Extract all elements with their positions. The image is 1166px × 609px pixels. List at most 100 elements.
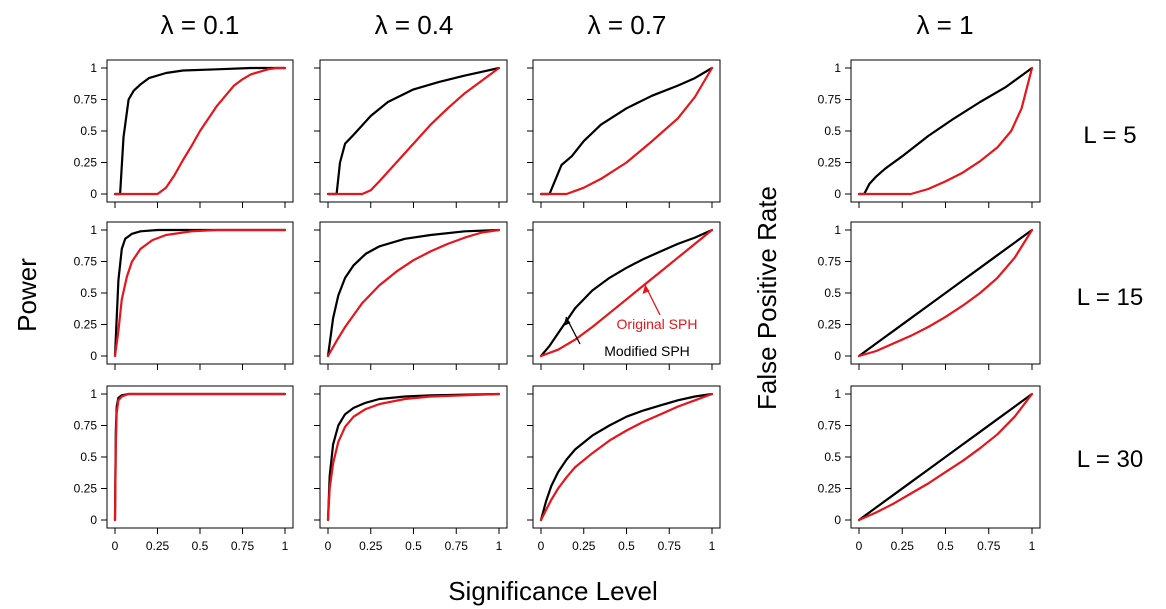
panel-frame <box>106 221 294 365</box>
y-tick-label: 0.5 <box>80 450 97 464</box>
arrowhead-original-sph <box>642 285 650 294</box>
series-line-modified-sph <box>539 66 714 196</box>
y-tick-label: 0 <box>834 349 841 363</box>
column-title-lambda-0.1: λ = 0.1 <box>161 10 240 40</box>
y-tick-label: 1 <box>90 387 97 401</box>
x-tick-label: 0 <box>856 539 863 553</box>
series-line-modified-sph <box>113 66 287 196</box>
column-title-lambda-0.7: λ = 0.7 <box>588 10 667 40</box>
series-line-modified-sph <box>539 392 714 522</box>
y-tick-label: 0.5 <box>80 124 97 138</box>
ylabel-false-positive-rate: False Positive Rate <box>752 186 782 410</box>
y-tick-label: 1 <box>90 223 97 237</box>
y-tick-label: 0.25 <box>74 156 98 170</box>
series-line-original-sph <box>326 66 501 196</box>
series-line-original-sph <box>113 66 287 196</box>
y-tick-label: 0.25 <box>74 318 98 332</box>
x-tick-label: 0.25 <box>891 539 915 553</box>
x-tick-label: 0.75 <box>977 539 1001 553</box>
y-tick-label: 0.75 <box>818 93 842 107</box>
panel-r3-c1: 0 0.25 0.5 0.75 1 0 0.25 0.5 0.75 1 <box>74 385 294 553</box>
row-label-L-15: L = 15 <box>1077 284 1144 311</box>
x-tick-label: 0 <box>325 539 332 553</box>
panel-r1-c2 <box>314 59 508 208</box>
row-label-L-5: L = 5 <box>1083 122 1136 149</box>
column-title-lambda-0.4: λ = 0.4 <box>375 10 454 40</box>
x-tick-label: 0.5 <box>405 539 422 553</box>
y-tick-label: 0 <box>834 513 841 527</box>
y-tick-label: 0.75 <box>74 93 98 107</box>
y-tick-label: 0.75 <box>818 255 842 269</box>
x-tick-label: 0.5 <box>192 539 209 553</box>
series-line-modified-sph <box>326 228 501 358</box>
series-line-modified-sph <box>326 66 501 196</box>
x-tick-label: 0.75 <box>231 539 255 553</box>
y-tick-label: 1 <box>90 61 97 75</box>
ylabel-power: Power <box>12 258 42 332</box>
panel-r3-c3: 0 0.25 0.5 0.75 1 <box>527 385 721 553</box>
series-line-modified-sph <box>326 392 501 522</box>
y-tick-label: 0.75 <box>74 255 98 269</box>
panel-r1-c3 <box>527 59 721 208</box>
y-tick-label: 0 <box>90 513 97 527</box>
series-line-original-sph <box>113 392 287 522</box>
x-tick-label: 0.5 <box>618 539 635 553</box>
series-line-original-sph <box>326 228 501 358</box>
xlabel-significance-level: Significance Level <box>448 576 658 606</box>
x-tick-label: 1 <box>496 539 503 553</box>
y-tick-label: 0.25 <box>818 318 842 332</box>
series-line-modified-sph <box>539 228 714 358</box>
panel-frame <box>532 385 721 529</box>
annotation-original-sph: Original SPH <box>617 316 698 332</box>
x-tick-label: 0.5 <box>937 539 954 553</box>
panel-r2-c2 <box>314 221 508 370</box>
x-tick-label: 0.25 <box>572 539 596 553</box>
x-tick-label: 0 <box>112 539 119 553</box>
panel-r1-c1: 0 0.25 0.5 0.75 1 <box>74 59 294 208</box>
y-tick-label: 0 <box>90 349 97 363</box>
column-title-lambda-1: λ = 1 <box>916 10 973 40</box>
annotation-modified-sph: Modified SPH <box>604 343 690 359</box>
series-line-modified-sph <box>857 66 1034 196</box>
panel-r2-c1: 0 0.25 0.5 0.75 1 <box>74 221 294 370</box>
y-tick-label: 0.75 <box>74 419 98 433</box>
series-line-original-sph <box>857 66 1034 196</box>
series-line-original-sph <box>539 66 714 196</box>
series-line-original-sph <box>539 228 714 358</box>
x-tick-label: 0.25 <box>359 539 383 553</box>
y-tick-label: 1 <box>834 61 841 75</box>
annotations-group: Original SPH Modified SPH <box>563 284 698 359</box>
panels-group: 00.250.50.75100.250.50.75100.250.50.7510… <box>74 59 1041 553</box>
x-tick-label: 1 <box>282 539 289 553</box>
series-line-modified-sph <box>113 228 287 358</box>
panel-r2-c3 <box>527 221 721 370</box>
x-tick-label: 0.75 <box>445 539 469 553</box>
y-tick-label: 0.75 <box>818 419 842 433</box>
panel-r3-c2: 0 0.25 0.5 0.75 1 <box>314 385 508 553</box>
x-tick-label: 1 <box>1029 539 1036 553</box>
series-line-modified-sph <box>113 392 287 522</box>
series-line-modified-sph <box>857 392 1034 522</box>
series-line-original-sph <box>326 392 501 522</box>
y-tick-label: 0.5 <box>824 286 841 300</box>
y-tick-label: 1 <box>834 387 841 401</box>
series-line-original-sph <box>857 228 1034 358</box>
panel-frame <box>319 221 508 365</box>
panel-frame <box>319 59 508 203</box>
y-tick-label: 0.5 <box>824 450 841 464</box>
x-tick-label: 1 <box>709 539 716 553</box>
row-label-L-30: L = 30 <box>1077 446 1144 473</box>
y-tick-label: 0.25 <box>818 156 842 170</box>
series-line-original-sph <box>113 228 287 358</box>
y-tick-label: 0.25 <box>74 482 98 496</box>
x-tick-label: 0 <box>538 539 545 553</box>
series-line-modified-sph <box>857 228 1034 358</box>
y-tick-label: 0 <box>834 187 841 201</box>
series-line-original-sph <box>539 392 714 522</box>
y-tick-label: 0.5 <box>824 124 841 138</box>
panel-frame <box>319 385 508 529</box>
series-line-original-sph <box>857 392 1034 522</box>
panel-r1-c4: 0 0.25 0.5 0.75 1 <box>818 59 1041 208</box>
y-tick-label: 0.25 <box>818 482 842 496</box>
